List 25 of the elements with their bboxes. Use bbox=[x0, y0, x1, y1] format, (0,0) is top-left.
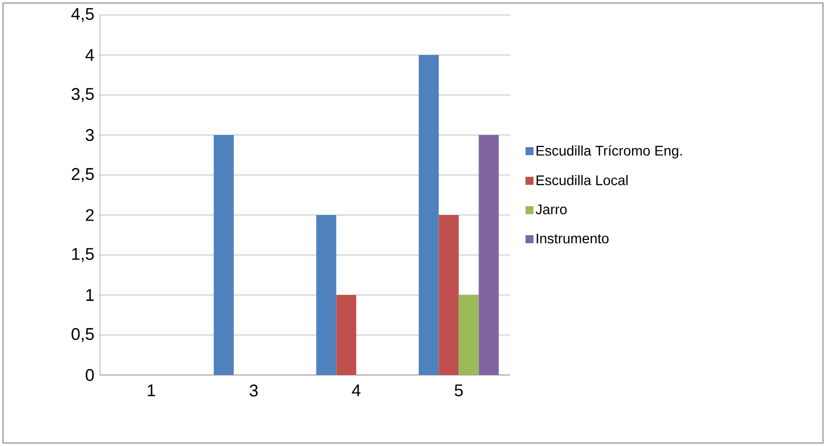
y-tick-label: 4 bbox=[85, 49, 94, 61]
y-tick-label: 3,5 bbox=[72, 88, 94, 102]
bar bbox=[418, 55, 439, 375]
legend-label: Jarro bbox=[536, 204, 567, 214]
x-tick-label: 5 bbox=[454, 384, 463, 396]
bar bbox=[336, 295, 356, 375]
y-tick-label: 0 bbox=[86, 369, 94, 381]
bar bbox=[438, 215, 459, 375]
bar bbox=[316, 215, 336, 375]
x-tick-label: 3 bbox=[250, 384, 258, 397]
y-tick-label: 4,5 bbox=[71, 8, 94, 22]
bar bbox=[458, 295, 479, 375]
y-tick-label: 1,5 bbox=[72, 248, 94, 262]
legend-label: Escudilla Trícromo Eng. bbox=[536, 145, 682, 158]
legend-label: Instrumento bbox=[536, 234, 609, 244]
x-tick-label: 1 bbox=[148, 384, 156, 396]
x-tick-label: 4 bbox=[352, 384, 360, 396]
y-tick-label: 1 bbox=[86, 289, 94, 301]
bar bbox=[478, 135, 499, 375]
y-tick-label: 0,5 bbox=[72, 328, 94, 342]
y-tick-label: 2,5 bbox=[72, 168, 94, 182]
legend-label: Escudilla Local bbox=[536, 174, 628, 186]
y-tick-label: 2 bbox=[86, 209, 94, 221]
bar bbox=[214, 135, 234, 375]
y-tick-label: 3 bbox=[86, 129, 94, 141]
